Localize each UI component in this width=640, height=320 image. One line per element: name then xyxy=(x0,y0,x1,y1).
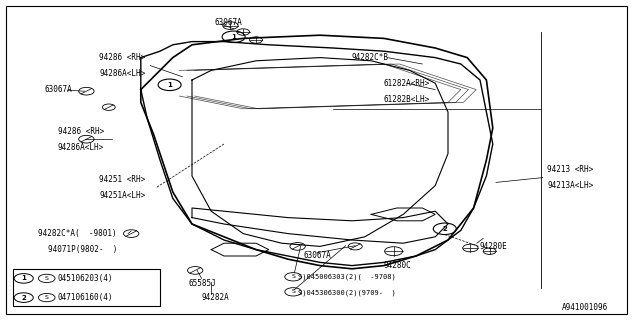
Text: 2: 2 xyxy=(21,295,26,300)
Text: S)045306300(2)(9709-  ): S)045306300(2)(9709- ) xyxy=(298,290,396,296)
Text: 63067A: 63067A xyxy=(304,252,332,260)
Text: S)045006303(2)(  -9708): S)045006303(2)( -9708) xyxy=(298,274,396,280)
Text: 65585J: 65585J xyxy=(189,279,216,288)
Text: 94286A<LH>: 94286A<LH> xyxy=(99,69,145,78)
Text: 1: 1 xyxy=(167,82,172,88)
Text: A941001096: A941001096 xyxy=(562,303,608,312)
Text: 94280C: 94280C xyxy=(384,261,412,270)
FancyBboxPatch shape xyxy=(13,269,160,306)
Text: 045106203(4): 045106203(4) xyxy=(58,274,113,283)
Text: 94251A<LH>: 94251A<LH> xyxy=(99,191,145,200)
Text: 94286 <RH>: 94286 <RH> xyxy=(99,53,145,62)
Text: 63067A: 63067A xyxy=(45,85,72,94)
Text: 1: 1 xyxy=(231,34,236,40)
Text: 94280E: 94280E xyxy=(480,242,508,251)
Text: S: S xyxy=(291,289,295,294)
Text: S: S xyxy=(45,295,49,300)
Text: 2: 2 xyxy=(442,226,447,232)
Text: 94282C*B: 94282C*B xyxy=(352,53,389,62)
Text: 61282A<RH>: 61282A<RH> xyxy=(384,79,430,88)
FancyBboxPatch shape xyxy=(6,6,627,314)
Text: 94282A: 94282A xyxy=(202,293,229,302)
Text: 94251 <RH>: 94251 <RH> xyxy=(99,175,145,184)
Text: 61282B<LH>: 61282B<LH> xyxy=(384,95,430,104)
Text: 047106160(4): 047106160(4) xyxy=(58,293,113,302)
Text: S: S xyxy=(45,276,49,281)
Text: 94282C*A(  -9801): 94282C*A( -9801) xyxy=(38,229,117,238)
Text: 94213A<LH>: 94213A<LH> xyxy=(547,181,593,190)
Text: 94286A<LH>: 94286A<LH> xyxy=(58,143,104,152)
Text: 94071P(9802-  ): 94071P(9802- ) xyxy=(48,245,117,254)
Text: 1: 1 xyxy=(21,276,26,281)
Text: 94286 <RH>: 94286 <RH> xyxy=(58,127,104,136)
Text: 63067A: 63067A xyxy=(214,18,242,27)
Text: 94213 <RH>: 94213 <RH> xyxy=(547,165,593,174)
Text: S: S xyxy=(291,274,295,279)
